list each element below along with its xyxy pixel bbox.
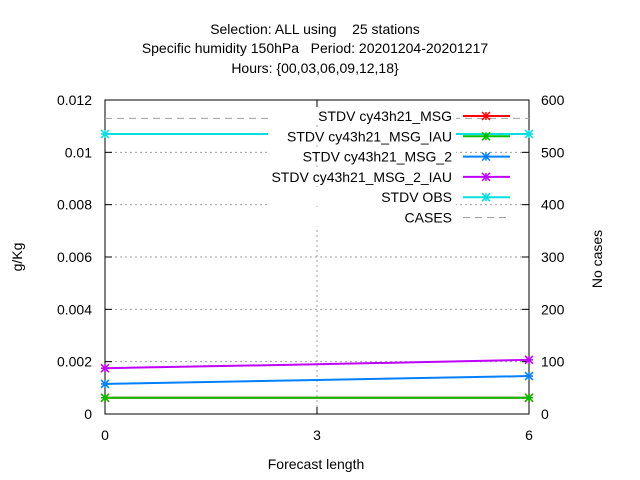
legend-entry-label: STDV cy43h21_MSG_2_IAU	[271, 169, 452, 185]
chart-title-line-1: Selection: ALL using 25 stations	[210, 21, 420, 37]
data-point	[524, 355, 534, 365]
data-point	[100, 379, 110, 389]
y-tick-label: 0	[84, 406, 92, 422]
data-point	[100, 393, 110, 403]
x-tick-label: 6	[525, 427, 533, 443]
y2-tick-label: 500	[541, 144, 565, 160]
y-tick-label: 0.01	[65, 144, 92, 160]
legend-entry-label: STDV OBS	[381, 189, 452, 205]
data-point	[100, 129, 110, 139]
data-point	[524, 129, 534, 139]
series-line	[104, 358, 530, 370]
y2-tick-label: 600	[541, 92, 565, 108]
y-tick-label: 0.012	[57, 92, 92, 108]
legend-entry-label: STDV cy43h21_MSG	[318, 108, 452, 124]
x-tick-label: 3	[313, 427, 321, 443]
y-tick-label: 0.002	[57, 354, 92, 370]
data-point	[100, 363, 110, 373]
chart-title-line-3: Hours: {00,03,06,09,12,18}	[231, 60, 399, 76]
legend-entry-background	[268, 167, 456, 186]
legend-entry-background	[268, 188, 456, 207]
chart-title-line-2: Specific humidity 150hPa Period: 2020120…	[142, 40, 489, 56]
x-axis-label: Forecast length	[268, 456, 365, 472]
data-point	[481, 131, 491, 141]
data-point	[524, 393, 534, 403]
y2-tick-label: 300	[541, 249, 565, 265]
y2-axis-label: No cases	[589, 230, 605, 288]
axis-ticks: 0 0.002 0.004 0.006 0.008 0.01 0.012 0 100 200 300…	[57, 92, 565, 443]
y-tick-label: 0.004	[57, 301, 92, 317]
y2-tick-label: 100	[541, 354, 565, 370]
legend-entry-label: CASES	[405, 210, 452, 226]
x-tick-label: 0	[101, 427, 109, 443]
legend-entry-background	[268, 208, 456, 227]
legend-entry-background	[268, 107, 456, 125]
legend-entry-label: STDV cy43h21_MSG_IAU	[287, 128, 452, 144]
y2-tick-label: 200	[541, 301, 565, 317]
data-point	[481, 192, 491, 202]
y-axis-label: g/Kg	[9, 243, 25, 272]
series-line	[104, 375, 530, 385]
legend-entry-label: STDV cy43h21_MSG_2	[303, 149, 453, 165]
data-point	[524, 371, 534, 381]
y2-tick-label: 400	[541, 197, 565, 213]
data-point	[481, 111, 491, 121]
y-tick-label: 0.006	[57, 249, 92, 265]
y2-tick-label: 0	[541, 406, 549, 422]
data-point	[481, 172, 491, 182]
legend-entry-background	[268, 147, 456, 166]
y-tick-label: 0.008	[57, 197, 92, 213]
data-point	[481, 152, 491, 162]
legend-entry-background	[268, 127, 456, 146]
legend: STDV cy43h21_MSG STDV cy43h21_MSG_IAU STDV…	[268, 107, 510, 227]
